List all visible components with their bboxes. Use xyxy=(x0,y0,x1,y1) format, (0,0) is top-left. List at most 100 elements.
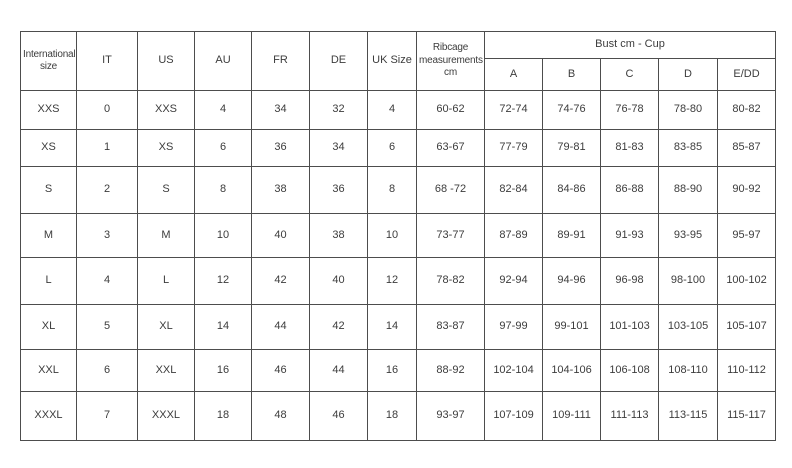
cell-international-size: M xyxy=(20,213,77,258)
size-chart-table: International size IT US AU FR DE UK Siz… xyxy=(20,31,776,441)
header-fr: FR xyxy=(251,31,310,91)
cell-fr: 48 xyxy=(251,391,310,441)
header-cup-c: C xyxy=(600,58,659,91)
cell-ribcage: 83-87 xyxy=(416,304,485,350)
cell-au: 16 xyxy=(194,349,252,392)
cell-cup-edd: 105-107 xyxy=(717,304,776,350)
cell-cup-c: 111-113 xyxy=(600,391,659,441)
header-row-cups: A B C D E/DD xyxy=(21,58,776,91)
cell-au: 12 xyxy=(194,257,252,305)
cell-cup-c: 96-98 xyxy=(600,257,659,305)
cell-fr: 44 xyxy=(251,304,310,350)
cell-us: M xyxy=(137,213,195,258)
cell-fr: 36 xyxy=(251,129,310,167)
cell-international-size: S xyxy=(20,166,77,214)
table-row: XXL 6 XXL 16 46 44 16 88-92 102-104 104-… xyxy=(20,349,776,392)
cell-ribcage: 88-92 xyxy=(416,349,485,392)
cell-uk-size: 18 xyxy=(367,391,417,441)
cell-fr: 40 xyxy=(251,213,310,258)
cell-au: 6 xyxy=(194,129,252,167)
header-ribcage: Ribcage measurements cm xyxy=(416,31,485,91)
cell-cup-d: 88-90 xyxy=(658,166,718,214)
cell-uk-size: 6 xyxy=(367,129,417,167)
header-cup-a: A xyxy=(484,58,543,91)
cell-cup-b: 79-81 xyxy=(542,129,601,167)
cell-au: 18 xyxy=(194,391,252,441)
cell-cup-edd: 110-112 xyxy=(717,349,776,392)
cell-cup-b: 84-86 xyxy=(542,166,601,214)
cell-cup-a: 82-84 xyxy=(484,166,543,214)
cell-cup-d: 103-105 xyxy=(658,304,718,350)
cell-international-size: XXL xyxy=(20,349,77,392)
cell-cup-b: 99-101 xyxy=(542,304,601,350)
cell-ribcage: 63-67 xyxy=(416,129,485,167)
cell-cup-b: 109-111 xyxy=(542,391,601,441)
cell-cup-c: 81-83 xyxy=(600,129,659,167)
cell-it: 3 xyxy=(76,213,138,258)
table-row: XXXL 7 XXXL 18 48 46 18 93-97 107-109 10… xyxy=(20,391,776,441)
cell-cup-edd: 95-97 xyxy=(717,213,776,258)
cell-uk-size: 10 xyxy=(367,213,417,258)
cell-cup-edd: 85-87 xyxy=(717,129,776,167)
table-row: XXS 0 XXS 4 34 32 4 60-62 72-74 74-76 76… xyxy=(20,90,776,130)
cell-cup-d: 93-95 xyxy=(658,213,718,258)
cell-cup-d: 98-100 xyxy=(658,257,718,305)
cell-it: 7 xyxy=(76,391,138,441)
cell-ribcage: 60-62 xyxy=(416,90,485,130)
cell-fr: 46 xyxy=(251,349,310,392)
cell-de: 38 xyxy=(309,213,368,258)
cell-cup-a: 87-89 xyxy=(484,213,543,258)
cell-us: L xyxy=(137,257,195,305)
cell-cup-b: 74-76 xyxy=(542,90,601,130)
cell-de: 40 xyxy=(309,257,368,305)
table-row: XL 5 XL 14 44 42 14 83-87 97-99 99-101 1… xyxy=(20,304,776,350)
cell-international-size: XL xyxy=(20,304,77,350)
cell-cup-edd: 115-117 xyxy=(717,391,776,441)
cell-de: 44 xyxy=(309,349,368,392)
header-bust-cup-group: Bust cm - Cup xyxy=(484,31,776,59)
table-row: XS 1 XS 6 36 34 6 63-67 77-79 79-81 81-8… xyxy=(20,129,776,167)
header-us: US xyxy=(137,31,195,91)
cell-cup-a: 92-94 xyxy=(484,257,543,305)
cell-us: XXXL xyxy=(137,391,195,441)
cell-cup-edd: 90-92 xyxy=(717,166,776,214)
cell-it: 4 xyxy=(76,257,138,305)
table-row: S 2 S 8 38 36 8 68 -72 82-84 84-86 86-88… xyxy=(20,166,776,214)
cell-fr: 42 xyxy=(251,257,310,305)
cell-it: 6 xyxy=(76,349,138,392)
cell-cup-d: 78-80 xyxy=(658,90,718,130)
cell-cup-c: 76-78 xyxy=(600,90,659,130)
cell-cup-c: 106-108 xyxy=(600,349,659,392)
cell-uk-size: 12 xyxy=(367,257,417,305)
cell-au: 14 xyxy=(194,304,252,350)
cell-ribcage: 93-97 xyxy=(416,391,485,441)
cell-cup-b: 94-96 xyxy=(542,257,601,305)
cell-uk-size: 16 xyxy=(367,349,417,392)
cell-fr: 34 xyxy=(251,90,310,130)
header-cup-edd: E/DD xyxy=(717,58,776,91)
table-row: L 4 L 12 42 40 12 78-82 92-94 94-96 96-9… xyxy=(20,257,776,305)
cell-international-size: XS xyxy=(20,129,77,167)
table-body: XXS 0 XXS 4 34 32 4 60-62 72-74 74-76 76… xyxy=(20,90,776,441)
cell-it: 5 xyxy=(76,304,138,350)
cell-ribcage: 68 -72 xyxy=(416,166,485,214)
cell-ribcage: 73-77 xyxy=(416,213,485,258)
cell-us: XXS xyxy=(137,90,195,130)
header-cup-d: D xyxy=(658,58,718,91)
header-uk-size: UK Size xyxy=(367,31,417,91)
header-au: AU xyxy=(194,31,252,91)
cell-au: 4 xyxy=(194,90,252,130)
cell-us: XS xyxy=(137,129,195,167)
cell-international-size: XXXL xyxy=(20,391,77,441)
cell-cup-d: 113-115 xyxy=(658,391,718,441)
cell-de: 32 xyxy=(309,90,368,130)
cell-us: XL xyxy=(137,304,195,350)
cell-uk-size: 14 xyxy=(367,304,417,350)
cell-us: S xyxy=(137,166,195,214)
cell-cup-a: 107-109 xyxy=(484,391,543,441)
cell-cup-c: 101-103 xyxy=(600,304,659,350)
header-international-size: International size xyxy=(20,31,77,91)
cell-cup-d: 83-85 xyxy=(658,129,718,167)
cell-international-size: L xyxy=(20,257,77,305)
